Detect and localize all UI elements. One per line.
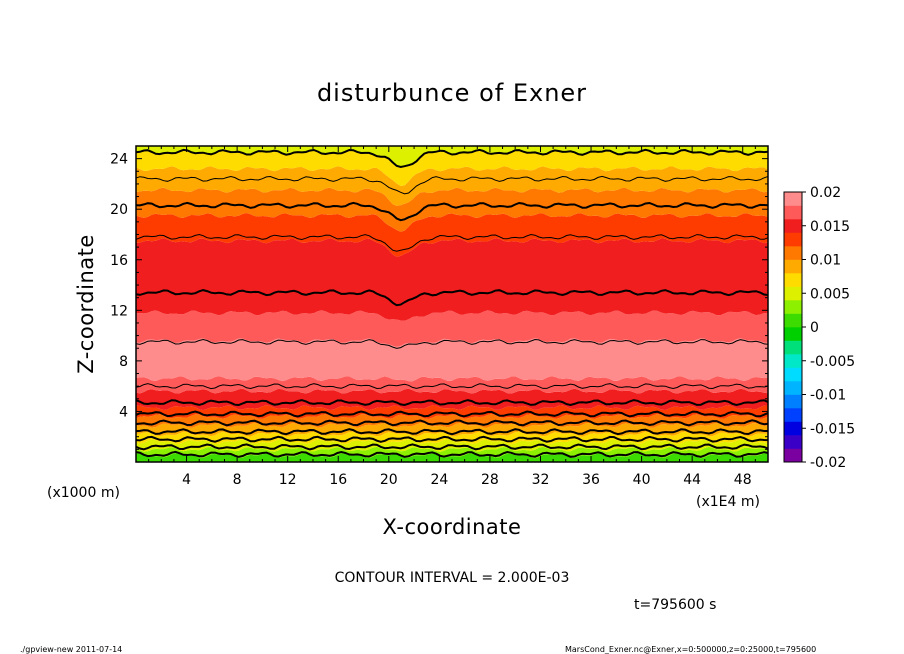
colorbar-swatch — [784, 246, 802, 260]
contour-line-8 — [136, 338, 768, 349]
colorbar-swatch — [784, 219, 802, 233]
footer-left-text: ./gpview-new 2011-07-14 — [20, 645, 122, 654]
contour-line-5 — [136, 410, 768, 418]
colorbar-tick-label: 0 — [810, 320, 819, 336]
colorbar-tick-label: -0.005 — [810, 354, 855, 370]
contour-band-9 — [136, 338, 768, 382]
colorbar-swatch — [784, 340, 802, 355]
colorbar-swatch — [784, 381, 802, 395]
contour-band-11 — [136, 238, 768, 321]
contour-band-10 — [136, 310, 768, 347]
colorbar-swatch — [784, 354, 802, 368]
contour-line-4 — [136, 419, 768, 427]
x-unit-label: (x1E4 m) — [696, 494, 760, 510]
colorbar-swatch — [784, 205, 802, 220]
contour-band-13 — [136, 187, 768, 232]
contour-band-8 — [136, 376, 768, 394]
contour-line-0 — [136, 450, 768, 458]
y-tick-label: 4 — [119, 404, 128, 420]
time-label: t=795600 s — [634, 597, 716, 613]
x-tick-label: 4 — [182, 472, 191, 488]
colorbar-tick-label: 0.005 — [810, 286, 850, 302]
contour-band-15 — [136, 149, 768, 186]
contour-band-14 — [136, 166, 768, 206]
chart-title: disturbunce of Exner — [317, 79, 587, 107]
y-tick-label: 24 — [110, 152, 128, 168]
colorbar-swatch — [784, 435, 802, 449]
colorbar-swatch — [784, 300, 802, 314]
y-tick-label: 12 — [110, 303, 128, 319]
contour-line-10 — [136, 233, 768, 252]
x-tick-label: 16 — [329, 472, 347, 488]
contour-line-2 — [136, 435, 768, 443]
contour-line-13 — [136, 148, 768, 169]
y-tick-label: 8 — [119, 354, 128, 370]
colorbar-swatch — [784, 273, 802, 287]
colorbar-swatch — [784, 448, 802, 463]
footer-right-text: MarsCond_Exner.nc@Exner,x=0:500000,z=0:2… — [565, 645, 816, 654]
x-tick-label: 12 — [279, 472, 297, 488]
colorbar-swatch — [784, 259, 802, 274]
colorbar-swatch — [784, 327, 802, 341]
x-tick-label: 8 — [233, 472, 242, 488]
colorbar-tick-label: -0.02 — [810, 455, 846, 471]
colorbar-tick-label: 0.02 — [810, 185, 841, 201]
contour-line-1 — [136, 443, 768, 451]
colorbar-swatch — [784, 408, 802, 422]
contour-line-9 — [136, 289, 768, 307]
y-tick-label: 16 — [110, 253, 128, 269]
x-tick-label: 36 — [582, 472, 600, 488]
contour-line-7 — [136, 383, 768, 390]
contour-band-0 — [136, 453, 768, 462]
contour-line-11 — [136, 201, 768, 222]
contour-band-4 — [136, 422, 768, 437]
x-tick-label: 24 — [430, 472, 448, 488]
contour-line-12 — [136, 175, 768, 195]
x-tick-label: 32 — [532, 472, 550, 488]
y-axis-label: Z-coordinate — [74, 234, 98, 374]
contour-line-6 — [136, 399, 768, 407]
y-unit-label: (x1000 m) — [47, 485, 120, 501]
colorbar-swatch — [784, 421, 802, 436]
x-tick-label: 40 — [633, 472, 651, 488]
colorbar-tick-label: -0.015 — [810, 421, 855, 437]
colorbar-swatch — [784, 313, 802, 328]
y-tick-label: 20 — [110, 202, 128, 218]
colorbar-tick-label: -0.01 — [810, 388, 846, 404]
colorbar-swatch — [784, 232, 802, 247]
colorbar-swatch — [784, 286, 802, 301]
x-tick-label: 48 — [734, 472, 752, 488]
x-tick-label: 44 — [683, 472, 701, 488]
x-tick-label: 28 — [481, 472, 499, 488]
colorbar-swatch — [784, 394, 802, 409]
colorbar-tick-label: 0.015 — [810, 219, 850, 235]
contour-band-12 — [136, 213, 768, 257]
colorbar: 0.02 0.015 0.01 0.005 0 -0.005 -0.01 -0.015 -0.0… — [783, 185, 855, 471]
contour-interval-text: CONTOUR INTERVAL = 2.000E-03 — [335, 570, 570, 586]
x-tick-label: 20 — [380, 472, 398, 488]
contour-band-16 — [136, 146, 768, 167]
colorbar-swatch — [784, 192, 802, 206]
contour-line-3 — [136, 428, 768, 436]
colorbar-swatch — [784, 367, 802, 382]
colorbar-tick-label: 0.01 — [810, 253, 841, 269]
x-axis-label: X-coordinate — [383, 515, 522, 539]
